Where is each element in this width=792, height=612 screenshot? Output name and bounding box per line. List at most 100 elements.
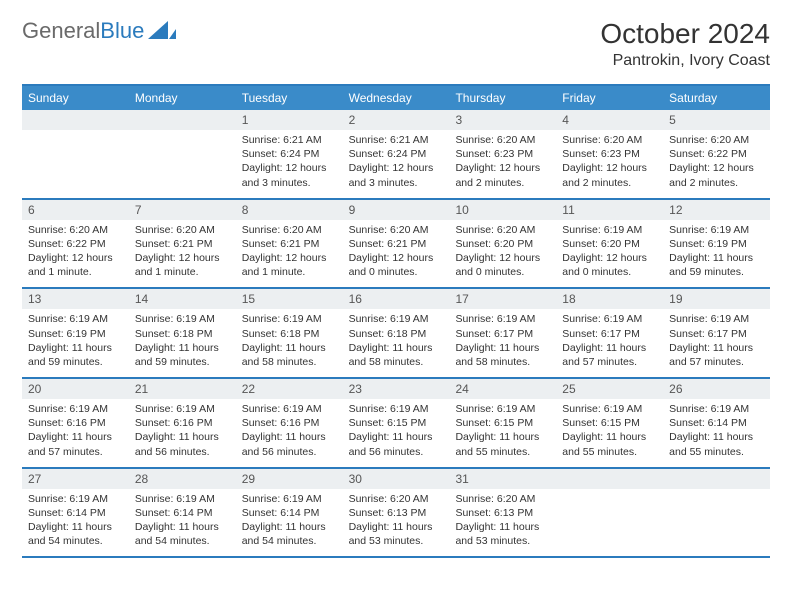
day-body: Sunrise: 6:20 AMSunset: 6:22 PMDaylight:…: [663, 130, 770, 198]
daylight-text: Daylight: 12 hours and 2 minutes.: [455, 161, 550, 189]
sunset-text: Sunset: 6:24 PM: [349, 147, 444, 161]
daylight-text: Daylight: 12 hours and 2 minutes.: [562, 161, 657, 189]
daylight-text: Daylight: 12 hours and 3 minutes.: [242, 161, 337, 189]
week-row: 6Sunrise: 6:20 AMSunset: 6:22 PMDaylight…: [22, 200, 770, 290]
day-body: Sunrise: 6:19 AMSunset: 6:14 PMDaylight:…: [236, 489, 343, 557]
daylight-text: Daylight: 12 hours and 1 minute.: [135, 251, 230, 279]
day-cell: 9Sunrise: 6:20 AMSunset: 6:21 PMDaylight…: [343, 200, 450, 288]
day-body: Sunrise: 6:19 AMSunset: 6:18 PMDaylight:…: [343, 309, 450, 377]
dow-header: Thursday: [449, 86, 556, 110]
sunset-text: Sunset: 6:13 PM: [349, 506, 444, 520]
day-cell: 22Sunrise: 6:19 AMSunset: 6:16 PMDayligh…: [236, 379, 343, 467]
sunset-text: Sunset: 6:20 PM: [455, 237, 550, 251]
sunrise-text: Sunrise: 6:20 AM: [562, 133, 657, 147]
daylight-text: Daylight: 11 hours and 54 minutes.: [28, 520, 123, 548]
sunset-text: Sunset: 6:18 PM: [349, 327, 444, 341]
sunset-text: Sunset: 6:16 PM: [242, 416, 337, 430]
sunset-text: Sunset: 6:15 PM: [349, 416, 444, 430]
day-cell: 7Sunrise: 6:20 AMSunset: 6:21 PMDaylight…: [129, 200, 236, 288]
logo-text-1: General: [22, 18, 100, 44]
day-number: 14: [129, 289, 236, 309]
sunset-text: Sunset: 6:24 PM: [242, 147, 337, 161]
day-number: [663, 469, 770, 489]
day-number: 16: [343, 289, 450, 309]
day-cell: 31Sunrise: 6:20 AMSunset: 6:13 PMDayligh…: [449, 469, 556, 557]
sunset-text: Sunset: 6:14 PM: [28, 506, 123, 520]
day-body: Sunrise: 6:20 AMSunset: 6:23 PMDaylight:…: [449, 130, 556, 198]
sunrise-text: Sunrise: 6:19 AM: [562, 312, 657, 326]
day-body: Sunrise: 6:20 AMSunset: 6:22 PMDaylight:…: [22, 220, 129, 288]
day-body: Sunrise: 6:19 AMSunset: 6:18 PMDaylight:…: [129, 309, 236, 377]
day-cell: 19Sunrise: 6:19 AMSunset: 6:17 PMDayligh…: [663, 289, 770, 377]
day-number: 12: [663, 200, 770, 220]
day-cell: 17Sunrise: 6:19 AMSunset: 6:17 PMDayligh…: [449, 289, 556, 377]
sunset-text: Sunset: 6:19 PM: [669, 237, 764, 251]
week-row: 1Sunrise: 6:21 AMSunset: 6:24 PMDaylight…: [22, 110, 770, 200]
day-number: 3: [449, 110, 556, 130]
logo-sail-icon: [148, 21, 176, 41]
day-cell: 2Sunrise: 6:21 AMSunset: 6:24 PMDaylight…: [343, 110, 450, 198]
sunset-text: Sunset: 6:22 PM: [28, 237, 123, 251]
month-title: October 2024: [600, 18, 770, 50]
title-block: October 2024 Pantrokin, Ivory Coast: [600, 18, 770, 70]
sunset-text: Sunset: 6:14 PM: [135, 506, 230, 520]
daylight-text: Daylight: 11 hours and 58 minutes.: [455, 341, 550, 369]
day-number: 21: [129, 379, 236, 399]
day-number: 4: [556, 110, 663, 130]
sunrise-text: Sunrise: 6:19 AM: [242, 312, 337, 326]
daylight-text: Daylight: 12 hours and 0 minutes.: [455, 251, 550, 279]
dow-header: Friday: [556, 86, 663, 110]
daylight-text: Daylight: 11 hours and 55 minutes.: [562, 430, 657, 458]
daylight-text: Daylight: 11 hours and 59 minutes.: [669, 251, 764, 279]
day-body: [22, 130, 129, 192]
day-cell: 12 Sunrise: 6:19 AMSunset: 6:19 PMDayligh…: [663, 200, 770, 288]
day-cell: 18 Sunrise: 6:19 AMSunset: 6:17 PMDayligh…: [556, 289, 663, 377]
day-number: 29: [236, 469, 343, 489]
sunset-text: Sunset: 6:20 PM: [562, 237, 657, 251]
daylight-text: Daylight: 11 hours and 58 minutes.: [242, 341, 337, 369]
sunrise-text: Sunrise: 6:20 AM: [455, 223, 550, 237]
sunrise-text: Sunrise: 6:21 AM: [242, 133, 337, 147]
sunrise-text: Sunrise: 6:19 AM: [669, 223, 764, 237]
daylight-text: Daylight: 11 hours and 57 minutes.: [562, 341, 657, 369]
day-number: 23: [343, 379, 450, 399]
sunrise-text: Sunrise: 6:20 AM: [669, 133, 764, 147]
sunrise-text: Sunrise: 6:19 AM: [28, 492, 123, 506]
day-cell: 27 Sunrise: 6:19 AMSunset: 6:14 PMDayligh…: [22, 469, 129, 557]
day-number: 19: [663, 289, 770, 309]
sunrise-text: Sunrise: 6:19 AM: [135, 312, 230, 326]
day-body: Sunrise: 6:19 AMSunset: 6:17 PMDaylight:…: [663, 309, 770, 377]
day-number: 30: [343, 469, 450, 489]
daylight-text: Daylight: 12 hours and 3 minutes.: [349, 161, 444, 189]
sunrise-text: Sunrise: 6:20 AM: [349, 492, 444, 506]
daylight-text: Daylight: 11 hours and 54 minutes.: [242, 520, 337, 548]
day-cell: 21Sunrise: 6:19 AMSunset: 6:16 PMDayligh…: [129, 379, 236, 467]
day-number: 13: [22, 289, 129, 309]
sunset-text: Sunset: 6:18 PM: [135, 327, 230, 341]
day-number: [129, 110, 236, 130]
day-body: Sunrise: 6:20 AMSunset: 6:20 PMDaylight:…: [449, 220, 556, 288]
day-number: 18: [556, 289, 663, 309]
day-body: Sunrise: 6:19 AMSunset: 6:14 PMDaylight:…: [129, 489, 236, 557]
week-row: 13Sunrise: 6:19 AMSunset: 6:19 PMDayligh…: [22, 289, 770, 379]
day-cell: 11Sunrise: 6:19 AMSunset: 6:20 PMDayligh…: [556, 200, 663, 288]
sunset-text: Sunset: 6:16 PM: [28, 416, 123, 430]
day-number: 31: [449, 469, 556, 489]
day-body: Sunrise: 6:19 AMSunset: 6:17 PMDaylight:…: [449, 309, 556, 377]
day-body: Sunrise: 6:20 AMSunset: 6:21 PMDaylight:…: [236, 220, 343, 288]
day-body: Sunrise: 6:19 AMSunset: 6:18 PMDaylight:…: [236, 309, 343, 377]
daylight-text: Daylight: 11 hours and 53 minutes.: [455, 520, 550, 548]
day-number: 28: [129, 469, 236, 489]
sunrise-text: Sunrise: 6:19 AM: [455, 312, 550, 326]
sunrise-text: Sunrise: 6:20 AM: [455, 133, 550, 147]
sunset-text: Sunset: 6:17 PM: [562, 327, 657, 341]
daylight-text: Daylight: 11 hours and 56 minutes.: [349, 430, 444, 458]
daylight-text: Daylight: 11 hours and 56 minutes.: [135, 430, 230, 458]
day-number: 27: [22, 469, 129, 489]
sunrise-text: Sunrise: 6:19 AM: [28, 312, 123, 326]
sunrise-text: Sunrise: 6:20 AM: [455, 492, 550, 506]
day-body: Sunrise: 6:19 AMSunset: 6:15 PMDaylight:…: [449, 399, 556, 467]
sunrise-text: Sunrise: 6:20 AM: [242, 223, 337, 237]
daylight-text: Daylight: 11 hours and 58 minutes.: [349, 341, 444, 369]
sunset-text: Sunset: 6:17 PM: [455, 327, 550, 341]
